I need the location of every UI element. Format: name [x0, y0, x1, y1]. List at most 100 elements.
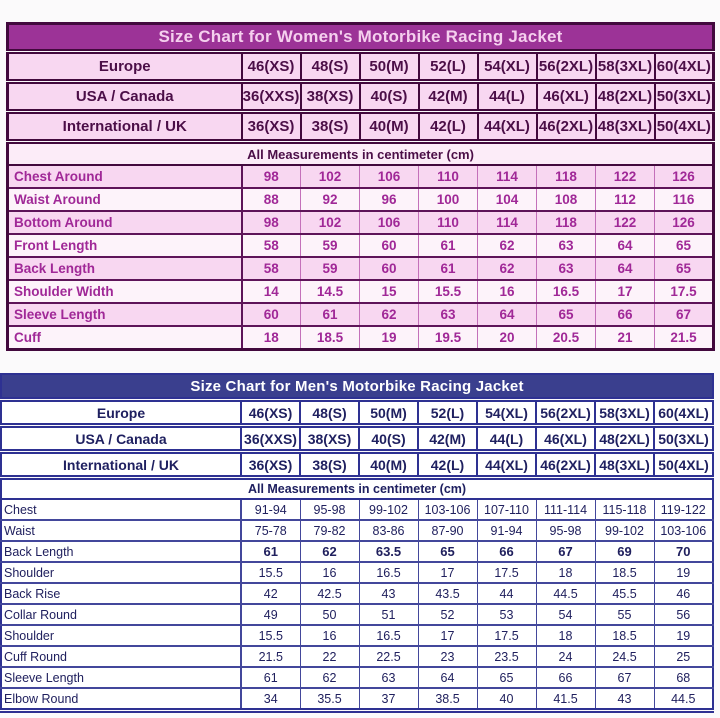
measurement-note-row: All Measurements in centimeter (cm): [7, 139, 714, 166]
measurement-value: 42: [241, 582, 300, 604]
measurement-row: Back Rise 42 42.5 43 43.5 44 44.5 45.5 46: [1, 582, 714, 604]
size-cell: 40(S): [358, 79, 419, 112]
size-cell: 44(L): [476, 79, 537, 112]
size-cell: 48(2XL): [594, 423, 654, 452]
size-system-row: Europe 46(XS) 48(S) 50(M) 52(L) 54(XL) 56(2XL)…: [0, 397, 714, 426]
measurement-value: 95-98: [535, 519, 595, 541]
measurement-row: Waist 75-78 79-82 83-86 87-90 91-94 95-98 99-10…: [1, 519, 714, 541]
measurement-value: 122: [595, 164, 655, 188]
size-cell: 52(L): [417, 49, 478, 82]
measurement-value: 49: [241, 603, 300, 625]
size-cell: 50(3XL): [652, 423, 714, 452]
measurement-value: 52: [417, 603, 477, 625]
size-system-row: USA / Canada 36(XXS) 38(XS) 40(S) 42(M) 44(L)…: [0, 423, 714, 452]
measurement-value: 65: [536, 302, 596, 326]
size-cell: 40(M): [358, 449, 418, 478]
measurement-value: 67: [594, 666, 654, 688]
size-system-label: International / UK: [0, 449, 241, 478]
measurement-value: 65: [476, 666, 536, 688]
measurement-value: 54: [535, 603, 595, 625]
measurement-label: Chest Around: [7, 164, 243, 188]
table-title: Size Chart for Men's Motorbike Racing Ja…: [1, 374, 714, 400]
measurement-row: Waist Around 88 92 96 100 104 108 112 116: [7, 187, 714, 211]
measurement-value: 67: [653, 302, 714, 326]
size-cell: 38(S): [299, 449, 359, 478]
size-cell: 42(M): [417, 423, 477, 452]
measurement-value: 68: [653, 666, 714, 688]
measurement-value: 65: [653, 256, 714, 280]
measurement-label: Back Length: [7, 256, 243, 280]
measurement-value: 43: [358, 582, 418, 604]
measurement-value: 91-94: [476, 519, 536, 541]
size-cell: 58(3XL): [594, 49, 655, 82]
measurement-value: 40: [476, 687, 536, 711]
size-system-label: USA / Canada: [6, 79, 242, 112]
measurement-value: 63.5: [358, 540, 418, 562]
size-cell: 46(XL): [535, 423, 595, 452]
measurement-value: 58: [241, 233, 301, 257]
measurement-value: 99-102: [358, 498, 418, 520]
measurement-row: Front Length 58 59 60 61 62 63 64 65: [7, 233, 714, 257]
measurement-value: 62: [299, 666, 359, 688]
measurement-label: Shoulder: [1, 561, 242, 583]
measurement-value: 14: [241, 279, 301, 303]
measurement-label: Waist: [1, 519, 242, 541]
measurement-value: 43: [594, 687, 654, 711]
size-cell: 44(L): [476, 423, 536, 452]
measurement-value: 88: [241, 187, 301, 211]
measurement-label: Chest: [1, 498, 242, 520]
size-cell: 38(XS): [299, 423, 359, 452]
measurement-value: 38.5: [417, 687, 477, 711]
measurement-value: 65: [653, 233, 714, 257]
measurement-value: 45.5: [594, 582, 654, 604]
size-cell: 38(S): [299, 109, 360, 142]
measurement-value: 60: [359, 233, 419, 257]
measurement-value: 61: [241, 540, 300, 562]
size-cell: 40(S): [358, 423, 418, 452]
measurement-value: 19: [653, 561, 714, 583]
measurement-value: 91-94: [241, 498, 300, 520]
measurement-value: 20.5: [536, 325, 596, 350]
size-cell: 36(XS): [240, 449, 300, 478]
size-cell: 48(2XL): [594, 79, 655, 112]
measurement-label: Front Length: [7, 233, 243, 257]
measurement-value: 19.5: [418, 325, 478, 350]
measurement-value: 25: [653, 645, 714, 667]
measurement-value: 102: [300, 164, 360, 188]
womens-size-chart-table: Size Chart for Women's Motorbike Racing …: [6, 22, 716, 351]
measurement-value: 59: [300, 256, 360, 280]
measurement-value: 69: [594, 540, 654, 562]
measurement-value: 62: [477, 233, 537, 257]
measurement-value: 37: [358, 687, 418, 711]
measurement-label: Waist Around: [7, 187, 243, 211]
measurement-row: Back Length 58 59 60 61 62 63 64 65: [7, 256, 714, 280]
measurement-value: 96: [359, 187, 419, 211]
measurement-value: 53: [476, 603, 536, 625]
measurement-row: Shoulder 15.5 16 16.5 17 17.5 18 18.5 19: [1, 561, 714, 583]
size-cell: 44(XL): [476, 449, 536, 478]
measurement-value: 61: [418, 233, 478, 257]
size-cell: 58(3XL): [594, 397, 654, 426]
measurement-value: 79-82: [299, 519, 359, 541]
measurement-value: 103-106: [417, 498, 477, 520]
measurement-value: 21.5: [653, 325, 714, 350]
measurement-value: 19: [653, 624, 714, 646]
measurement-label: Shoulder: [1, 624, 242, 646]
measurement-value: 102: [300, 210, 360, 234]
measurement-value: 46: [653, 582, 714, 604]
measurement-value: 44: [476, 582, 536, 604]
size-cell: 48(S): [299, 49, 360, 82]
measurement-value: 24.5: [594, 645, 654, 667]
measurement-row: Sleeve Length 60 61 62 63 64 65 66 67: [7, 302, 714, 326]
measurement-value: 56: [653, 603, 714, 625]
size-cell: 52(L): [417, 397, 477, 426]
measurement-value: 64: [417, 666, 477, 688]
measurement-label: Sleeve Length: [7, 302, 243, 326]
measurement-value: 15: [359, 279, 419, 303]
measurement-value: 60: [359, 256, 419, 280]
measurement-value: 106: [359, 210, 419, 234]
measurement-value: 21.5: [241, 645, 300, 667]
measurement-value: 114: [477, 210, 537, 234]
size-cell: 50(4XL): [652, 449, 714, 478]
measurement-value: 63: [536, 256, 596, 280]
